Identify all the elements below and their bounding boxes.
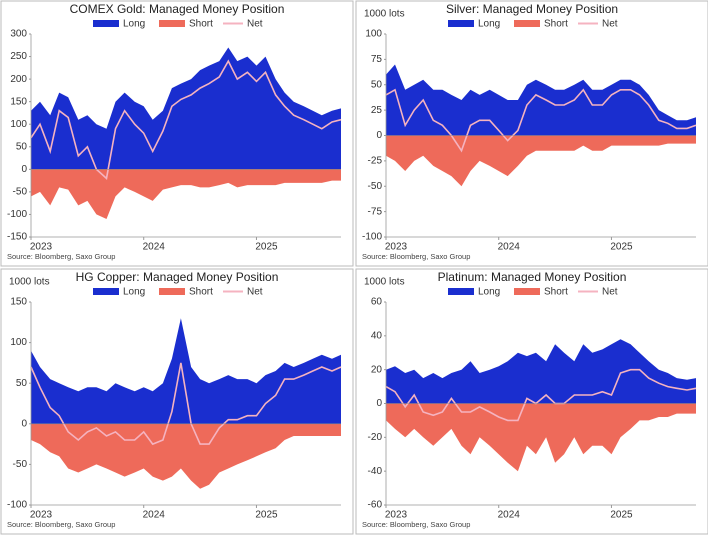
y-tick-label: -100	[7, 209, 27, 220]
x-tick-label: 2023	[385, 510, 408, 521]
y-tick-label: 250	[10, 51, 27, 62]
y-tick-label: 25	[371, 105, 383, 116]
legend-label: Short	[189, 287, 213, 298]
y-tick-label: 150	[10, 96, 27, 107]
chart-title: Silver: Managed Money Position	[446, 2, 618, 16]
area-long	[31, 47, 341, 170]
legend-label: Long	[478, 287, 500, 298]
chart-title: HG Copper: Managed Money Position	[76, 270, 279, 284]
legend-swatch	[93, 288, 119, 295]
chart-title: COMEX Gold: Managed Money Position	[70, 2, 285, 16]
area-short	[386, 403, 696, 472]
x-tick-label: 2024	[498, 510, 521, 521]
legend-swatch	[514, 288, 540, 295]
y-tick-label: 0	[21, 418, 27, 429]
x-tick-label: 2025	[610, 510, 633, 521]
area-short	[31, 423, 341, 489]
y-tick-label: -100	[7, 500, 27, 511]
x-tick-label: 2023	[30, 510, 53, 521]
y-tick-label: -100	[362, 232, 382, 243]
y-tick-label: 300	[10, 29, 27, 40]
line-net	[385, 368, 697, 422]
chart-title: Platinum: Managed Money Position	[438, 270, 627, 284]
panel: Silver: Managed Money Position 1000 lots L…	[355, 0, 708, 267]
y-axis-label: 1000 lots	[9, 277, 50, 288]
y-tick-label: 100	[365, 29, 382, 40]
panel: HG Copper: Managed Money Position 1000 lo…	[0, 268, 354, 535]
source-note: Source: Bloomberg, Saxo Group	[7, 252, 115, 261]
legend-label: Short	[544, 287, 568, 298]
legend-swatch	[93, 20, 119, 27]
x-tick-label: 2025	[255, 510, 278, 521]
y-tick-label: -60	[368, 500, 383, 511]
legend-label: Net	[602, 287, 618, 298]
y-tick-label: 50	[16, 378, 28, 389]
area-long	[386, 64, 696, 136]
y-tick-label: 0	[376, 398, 382, 409]
x-tick-label: 2024	[143, 510, 166, 521]
y-tick-label: 200	[10, 74, 27, 85]
line-net	[385, 88, 697, 153]
x-tick-label: 2024	[143, 242, 166, 253]
y-tick-label: 50	[16, 141, 28, 152]
legend-label: Net	[602, 19, 618, 30]
y-tick-label: -50	[13, 459, 28, 470]
legend-label: Long	[123, 19, 145, 30]
legend-label: Long	[123, 287, 145, 298]
x-tick-label: 2025	[255, 242, 278, 253]
y-tick-label: 40	[371, 330, 383, 341]
legend-label: Short	[544, 19, 568, 30]
area-short	[386, 135, 696, 187]
x-tick-label: 2023	[385, 242, 408, 253]
y-tick-label: 20	[371, 364, 383, 375]
y-tick-label: 60	[371, 297, 383, 308]
y-tick-label: -150	[7, 232, 27, 243]
source-note: Source: Bloomberg, Saxo Group	[7, 520, 115, 529]
y-tick-label: 75	[371, 54, 383, 65]
source-note: Source: Bloomberg, Saxo Group	[362, 252, 470, 261]
legend-swatch	[448, 288, 474, 295]
source-note: Source: Bloomberg, Saxo Group	[362, 520, 470, 529]
y-tick-label: 100	[10, 119, 27, 130]
y-tick-label: -75	[368, 206, 383, 217]
y-axis-label: 1000 lots	[364, 9, 405, 20]
y-tick-label: -50	[13, 187, 28, 198]
y-axis-label: 1000 lots	[364, 277, 405, 288]
y-tick-label: 150	[10, 297, 27, 308]
x-tick-label: 2023	[30, 242, 53, 253]
x-tick-label: 2024	[498, 242, 521, 253]
y-tick-label: 0	[21, 164, 27, 175]
legend-swatch	[448, 20, 474, 27]
y-tick-label: -25	[368, 156, 383, 167]
legend-swatch	[514, 20, 540, 27]
line-net	[30, 362, 342, 446]
y-tick-label: 100	[10, 337, 27, 348]
line-net	[30, 59, 342, 180]
legend-label: Net	[247, 287, 263, 298]
legend-label: Short	[189, 19, 213, 30]
y-tick-label: 50	[371, 79, 383, 90]
y-tick-label: -50	[368, 181, 383, 192]
x-tick-label: 2025	[610, 242, 633, 253]
area-long	[31, 318, 341, 424]
panel: Platinum: Managed Money Position 1000 lot…	[355, 268, 708, 535]
legend-label: Long	[478, 19, 500, 30]
panel: COMEX Gold: Managed Money Position Long Sh…	[0, 0, 354, 267]
y-tick-label: 0	[376, 130, 382, 141]
legend-swatch	[159, 20, 185, 27]
legend-swatch	[159, 288, 185, 295]
area-short	[31, 169, 341, 219]
area-long	[386, 339, 696, 404]
y-tick-label: -40	[368, 466, 383, 477]
legend-label: Net	[247, 19, 263, 30]
y-tick-label: -20	[368, 432, 383, 443]
